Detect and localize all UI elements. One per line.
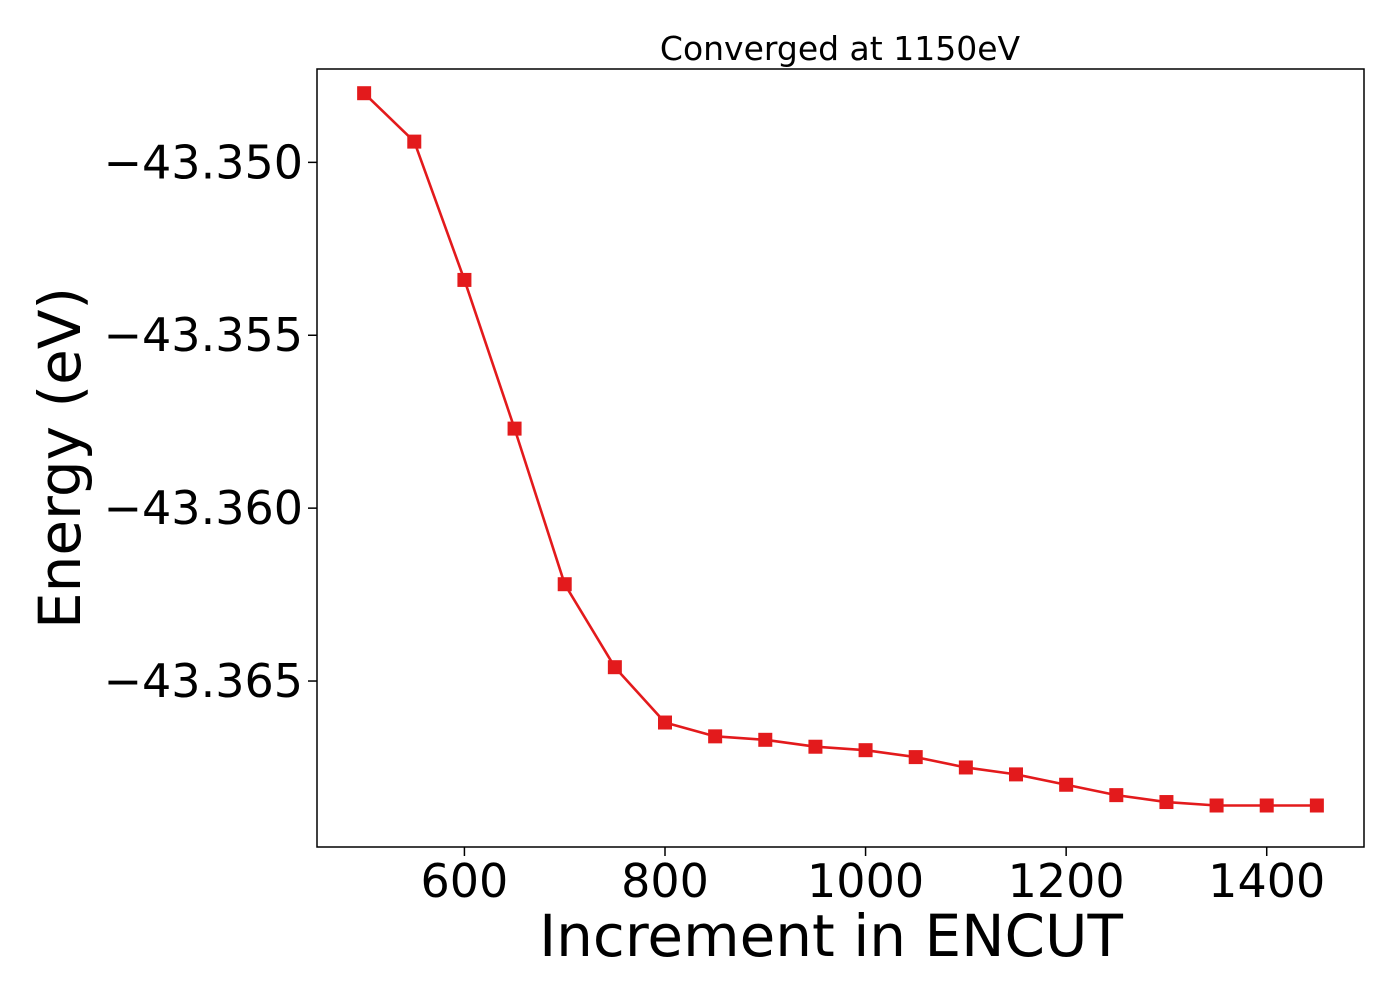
x-tick-label: 800 bbox=[621, 854, 709, 908]
series-line bbox=[363, 92, 1317, 807]
plot-series bbox=[357, 86, 1324, 813]
data-point-marker bbox=[708, 729, 723, 744]
data-point-marker bbox=[758, 732, 773, 747]
data-point-marker bbox=[557, 577, 572, 592]
y-tick-label: −43.365 bbox=[104, 654, 304, 708]
data-point-marker bbox=[507, 421, 522, 436]
data-point-marker bbox=[1009, 767, 1024, 782]
plot-area-frame bbox=[316, 68, 1365, 848]
x-tick-label: 1000 bbox=[807, 854, 924, 908]
x-tick-label: 1400 bbox=[1208, 854, 1325, 908]
x-tick-label: 1200 bbox=[1008, 854, 1125, 908]
data-point-marker bbox=[1309, 798, 1324, 813]
data-point-marker bbox=[908, 750, 923, 765]
x-axis-ticks: 600 800 1000 1200 1400 bbox=[421, 847, 1325, 908]
data-point-marker bbox=[457, 272, 472, 287]
y-tick-label: −43.350 bbox=[104, 135, 304, 189]
data-point-marker bbox=[1059, 777, 1074, 792]
data-point-marker bbox=[607, 660, 622, 675]
y-tick-label: −43.360 bbox=[104, 481, 304, 535]
data-point-marker bbox=[858, 743, 873, 758]
data-point-marker bbox=[958, 760, 973, 775]
data-point-marker bbox=[407, 134, 422, 149]
data-point-marker bbox=[1109, 788, 1124, 803]
data-point-marker bbox=[657, 715, 672, 730]
data-point-marker bbox=[357, 86, 372, 101]
y-axis-ticks: −43.350 −43.355 −43.360 −43.365 bbox=[104, 135, 317, 708]
data-point-marker bbox=[808, 739, 823, 754]
y-tick-label: −43.355 bbox=[104, 308, 304, 362]
x-axis-label: Increment in ENCUT bbox=[539, 902, 1123, 970]
x-tick-label: 600 bbox=[421, 854, 509, 908]
chart-title: Converged at 1150eV bbox=[660, 29, 1021, 68]
data-point-marker bbox=[1159, 795, 1174, 810]
data-point-marker bbox=[1209, 798, 1224, 813]
data-point-marker bbox=[1259, 798, 1274, 813]
y-axis-label: Energy (eV) bbox=[26, 287, 94, 629]
